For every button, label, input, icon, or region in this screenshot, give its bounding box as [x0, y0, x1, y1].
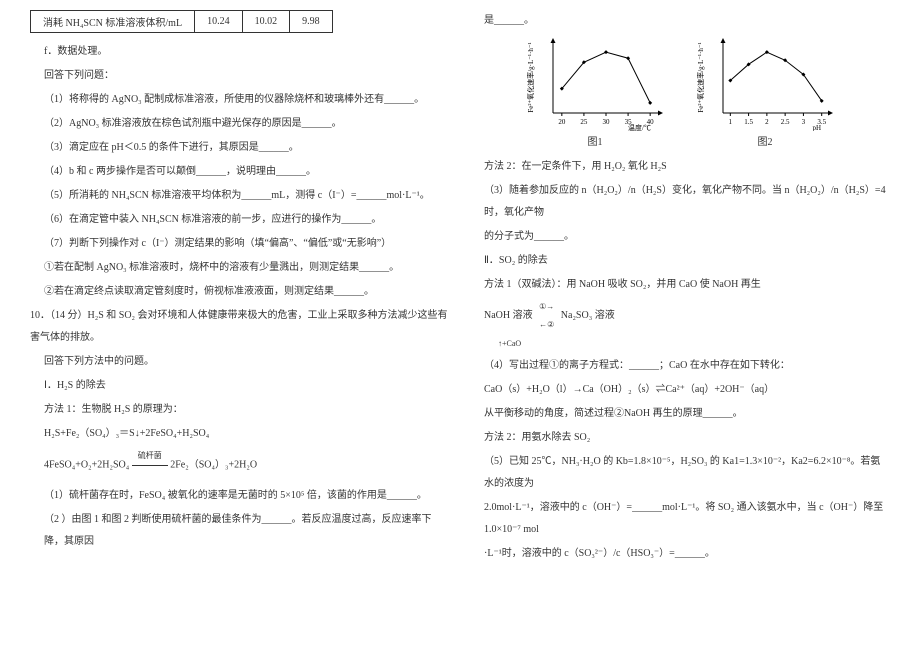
cycle-bot-arrow: ←②	[539, 316, 554, 334]
svg-text:1.5: 1.5	[744, 118, 753, 126]
svg-text:Fe²⁺氧化速率/g·L⁻¹·h⁻¹: Fe²⁺氧化速率/g·L⁻¹·h⁻¹	[696, 42, 705, 112]
text-line: 2.0mol·L⁻¹，溶液中的 c（OH⁻）=______mol·L⁻¹。将 S…	[470, 497, 890, 541]
text-line: 的分子式为______。	[470, 226, 890, 248]
chart-2-box: 11.522.533.5pHFe²⁺氧化速率/g·L⁻¹·h⁻¹ 图2	[695, 36, 835, 148]
table-cell: 9.98	[290, 11, 333, 33]
text-line: f．数据处理。	[30, 41, 450, 63]
method-1-title: 方法 1：生物脱 H₂S 的原理为：	[30, 399, 450, 421]
text-line: ②若在滴定终点读取滴定管刻度时，俯视标准液液面，则测定结果______。	[30, 281, 450, 303]
text-line: （3）随着参加反应的 n（H₂O₂）/n（H₂S）变化，氧化产物不同。当 n（H…	[470, 180, 890, 224]
text-line: （3）滴定应在 pH＜0.5 的条件下进行，其原因是______。	[30, 137, 450, 159]
text-line: ·L⁻¹时，溶液中的 c（SO₃²⁻）/c（HSO₃⁻）=______。	[470, 543, 890, 565]
svg-text:2.5: 2.5	[781, 118, 790, 126]
svg-text:25: 25	[580, 118, 588, 126]
svg-text:3: 3	[802, 118, 806, 126]
svg-text:2: 2	[765, 118, 769, 126]
eq2-right: 2Fe₂（SO₄）₃+2H₂O	[170, 459, 257, 470]
cycle-arrows: ①→ ←②	[539, 298, 554, 333]
text-line: （5）已知 25℃，NH₃·H₂O 的 Kb=1.8×10⁻⁵，H₂SO₃ 的 …	[470, 451, 890, 495]
equation-2: 4FeSO₄+O₂+2H₂SO₄ 硫杆菌 2Fe₂（SO₄）₃+2H₂O	[30, 447, 450, 483]
table-cell: 10.24	[195, 11, 243, 33]
eq2-left: 4FeSO₄+O₂+2H₂SO₄	[44, 459, 129, 470]
cycle-right: Na₂SO₃ 溶液	[561, 310, 615, 321]
text-line: 是______。	[470, 10, 890, 32]
titration-table: 消耗 NH₄SCN 标准溶液体积/mL 10.24 10.02 9.98	[30, 10, 333, 33]
right-column: 是______。 2025303540温度/℃Fe²⁺氧化速率/g·L⁻¹·h⁻…	[460, 10, 900, 640]
text-line: （6）在滴定管中装入 NH₄SCN 标准溶液的前一步，应进行的操作为______…	[30, 209, 450, 231]
svg-text:温度/℃: 温度/℃	[628, 123, 651, 131]
text-line: （4）b 和 c 两步操作是否可以颠倒______，说明理由______。	[30, 161, 450, 183]
text-line: （7）判断下列操作对 c（I⁻）测定结果的影响（填“偏高”、“偏低”或“无影响”…	[30, 233, 450, 255]
method-2-title: 方法 2：在一定条件下，用 H₂O₂ 氧化 H₂S	[470, 156, 890, 178]
text-line: ①若在配制 AgNO₃ 标准溶液时，烧杯中的溶液有少量溅出，则测定结果_____…	[30, 257, 450, 279]
table-header-cell: 消耗 NH₄SCN 标准溶液体积/mL	[31, 11, 195, 33]
text-line: 回答下列方法中的问题。	[30, 351, 450, 373]
chart-1-caption: 图1	[525, 133, 665, 148]
table-row: 消耗 NH₄SCN 标准溶液体积/mL 10.24 10.02 9.98	[31, 11, 333, 33]
chart-1-box: 2025303540温度/℃Fe²⁺氧化速率/g·L⁻¹·h⁻¹ 图1	[525, 36, 665, 148]
chart-2: 11.522.533.5pHFe²⁺氧化速率/g·L⁻¹·h⁻¹	[695, 36, 835, 131]
svg-text:1: 1	[729, 118, 733, 126]
section-2-title: Ⅱ．SO₂ 的除去	[470, 250, 890, 272]
reaction-arrow: 硫杆菌	[132, 447, 168, 483]
arrow-top-label: 硫杆菌	[132, 447, 168, 466]
svg-text:20: 20	[558, 118, 566, 126]
text-line: （5）所消耗的 NH₄SCN 标准溶液平均体积为______mL，测得 c（I⁻…	[30, 185, 450, 207]
method-1b-title: 方法 1（双碱法）：用 NaOH 吸收 SO₂，并用 CaO 使 NaOH 再生	[470, 274, 890, 296]
cycle-sub: ↑+CaO	[470, 335, 890, 353]
text-line: （1）硫杆菌存在时，FeSO₄ 被氧化的速率是无菌时的 5×10⁵ 倍，该菌的作…	[30, 485, 450, 507]
chart-2-caption: 图2	[695, 133, 835, 148]
svg-text:30: 30	[603, 118, 611, 126]
equation-1: H₂S+Fe₂（SO₄）₃＝S↓+2FeSO₄+H₂SO₄	[30, 423, 450, 445]
text-line: （2）AgNO₃ 标准溶液放在棕色试剂瓶中避光保存的原因是______。	[30, 113, 450, 135]
equation-cao: CaO（s）+H₂O（l）→Ca（OH）₂（s）⇌Ca²⁺（aq）+2OH⁻（a…	[470, 379, 890, 401]
question-10-head: 10．（14 分）H₂S 和 SO₂ 会对环境和人体健康带来极大的危害，工业上采…	[30, 305, 450, 349]
svg-text:Fe²⁺氧化速率/g·L⁻¹·h⁻¹: Fe²⁺氧化速率/g·L⁻¹·h⁻¹	[526, 42, 535, 112]
cycle-left: NaOH 溶液	[484, 310, 533, 321]
section-1-title: Ⅰ．H₂S 的除去	[30, 375, 450, 397]
text-line: 从平衡移动的角度，简述过程②NaOH 再生的原理______。	[470, 403, 890, 425]
svg-text:pH: pH	[812, 124, 821, 131]
chart-1: 2025303540温度/℃Fe²⁺氧化速率/g·L⁻¹·h⁻¹	[525, 36, 665, 131]
cycle-diagram: NaOH 溶液 ①→ ←② Na₂SO₃ 溶液	[470, 298, 890, 333]
text-line: 回答下列问题：	[30, 65, 450, 87]
table-cell: 10.02	[242, 11, 290, 33]
charts-row: 2025303540温度/℃Fe²⁺氧化速率/g·L⁻¹·h⁻¹ 图1 11.5…	[470, 36, 890, 148]
left-column: 消耗 NH₄SCN 标准溶液体积/mL 10.24 10.02 9.98 f．数…	[20, 10, 460, 640]
text-line: （1）将称得的 AgNO₃ 配制成标准溶液，所使用的仪器除烧杯和玻璃棒外还有__…	[30, 89, 450, 111]
cycle-top-arrow: ①→	[539, 298, 554, 316]
text-line: （2 ）由图 1 和图 2 判断使用硫杆菌的最佳条件为______。若反应温度过…	[30, 509, 450, 553]
method-2b-title: 方法 2：用氨水除去 SO₂	[470, 427, 890, 449]
text-line: （4）写出过程①的离子方程式：______；CaO 在水中存在如下转化：	[470, 355, 890, 377]
